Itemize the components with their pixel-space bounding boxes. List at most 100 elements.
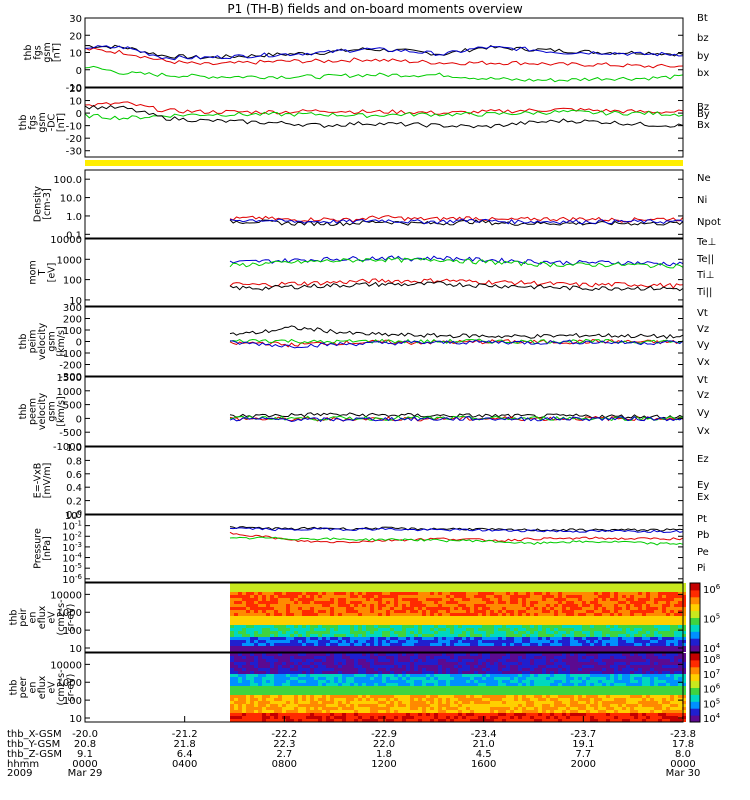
heatmap-cell: [642, 586, 646, 589]
heatmap-cell: [638, 586, 642, 589]
heatmap-cell: [430, 637, 434, 640]
heatmap-cell: [446, 719, 450, 722]
heatmap-cell: [330, 683, 334, 686]
series-line-temperature-2: [229, 255, 684, 267]
heatmap-cell: [330, 646, 334, 649]
heatmap-cell: [470, 643, 474, 646]
heatmap-cell: [574, 674, 578, 677]
heatmap-cell: [666, 634, 670, 637]
heatmap-cell: [650, 592, 654, 595]
heatmap-cell: [294, 671, 298, 674]
heatmap-cell: [562, 634, 566, 637]
heatmap-cell: [666, 628, 670, 631]
heatmap-cell: [522, 640, 526, 643]
heatmap-cell: [278, 634, 282, 637]
heatmap-cell: [478, 589, 482, 592]
heatmap-cell: [318, 601, 322, 604]
heatmap-cell: [534, 707, 538, 710]
heatmap-cell: [294, 659, 298, 662]
heatmap-cell: [582, 707, 586, 710]
heatmap-cell: [294, 692, 298, 695]
heatmap-cell: [306, 701, 310, 704]
heatmap-cell: [626, 595, 630, 598]
heatmap-cell: [266, 637, 270, 640]
heatmap-cell: [446, 677, 450, 680]
heatmap-cell: [562, 640, 566, 643]
heatmap-cell: [358, 698, 362, 701]
heatmap-cell: [494, 689, 498, 692]
heatmap-cell: [510, 686, 514, 689]
heatmap-cell: [278, 589, 282, 592]
heatmap-cell: [534, 719, 538, 722]
heatmap-cell: [530, 622, 534, 625]
heatmap-cell: [562, 619, 566, 622]
heatmap-cell: [534, 634, 538, 637]
heatmap-cell: [430, 628, 434, 631]
heatmap-cell: [662, 628, 666, 631]
heatmap-cell: [582, 607, 586, 610]
heatmap-cell: [566, 601, 570, 604]
heatmap-cell: [266, 583, 270, 586]
heatmap-cell: [626, 592, 630, 595]
heatmap-cell: [350, 637, 354, 640]
heatmap-cell: [278, 704, 282, 707]
heatmap-cell: [594, 610, 598, 613]
heatmap-cell: [558, 592, 562, 595]
heatmap-cell: [262, 704, 266, 707]
heatmap-cell: [258, 589, 262, 592]
heatmap-cell: [414, 680, 418, 683]
heatmap-cell: [234, 610, 238, 613]
heatmap-cell: [386, 637, 390, 640]
heatmap-cell: [602, 607, 606, 610]
heatmap-cell: [286, 649, 290, 652]
heatmap-cell: [462, 680, 466, 683]
heatmap-cell: [542, 616, 546, 619]
heatmap-cell: [614, 583, 618, 586]
ylabel-line: eV: [47, 611, 58, 624]
heatmap-cell: [498, 701, 502, 704]
heatmap-cell: [426, 695, 430, 698]
heatmap-cell: [438, 607, 442, 610]
heatmap-cell: [570, 628, 574, 631]
heatmap-cell: [550, 695, 554, 698]
heatmap-cell: [370, 649, 374, 652]
heatmap-cell: [474, 671, 478, 674]
heatmap-cell: [238, 710, 242, 713]
heatmap-cell: [594, 637, 598, 640]
heatmap-cell: [390, 695, 394, 698]
heatmap-cell: [354, 707, 358, 710]
heatmap-cell: [642, 640, 646, 643]
heatmap-cell: [342, 689, 346, 692]
heatmap-cell: [654, 646, 658, 649]
heatmap-cell: [534, 695, 538, 698]
heatmap-cell: [526, 646, 530, 649]
heatmap-cell: [554, 665, 558, 668]
heatmap-cell: [402, 637, 406, 640]
heatmap-cell: [506, 653, 510, 656]
heatmap-cell: [394, 622, 398, 625]
heatmap-cell: [290, 628, 294, 631]
heatmap-cell: [454, 683, 458, 686]
heatmap-cell: [386, 649, 390, 652]
heatmap-cell: [250, 713, 254, 716]
heatmap-cell: [550, 646, 554, 649]
heatmap-cell: [370, 665, 374, 668]
heatmap-cell: [254, 710, 258, 713]
heatmap-cell: [266, 674, 270, 677]
heatmap-cell: [338, 616, 342, 619]
heatmap-cell: [266, 716, 270, 719]
heatmap-cell: [502, 637, 506, 640]
heatmap-cell: [310, 622, 314, 625]
heatmap-cell: [442, 689, 446, 692]
heatmap-cell: [294, 622, 298, 625]
heatmap-cell: [270, 589, 274, 592]
heatmap-cell: [646, 589, 650, 592]
heatmap-cell: [354, 680, 358, 683]
heatmap-cell: [378, 674, 382, 677]
heatmap-cell: [378, 601, 382, 604]
heatmap-cell: [578, 695, 582, 698]
heatmap-cell: [306, 677, 310, 680]
heatmap-cell: [318, 680, 322, 683]
heatmap-cell: [334, 613, 338, 616]
heatmap-cell: [474, 716, 478, 719]
